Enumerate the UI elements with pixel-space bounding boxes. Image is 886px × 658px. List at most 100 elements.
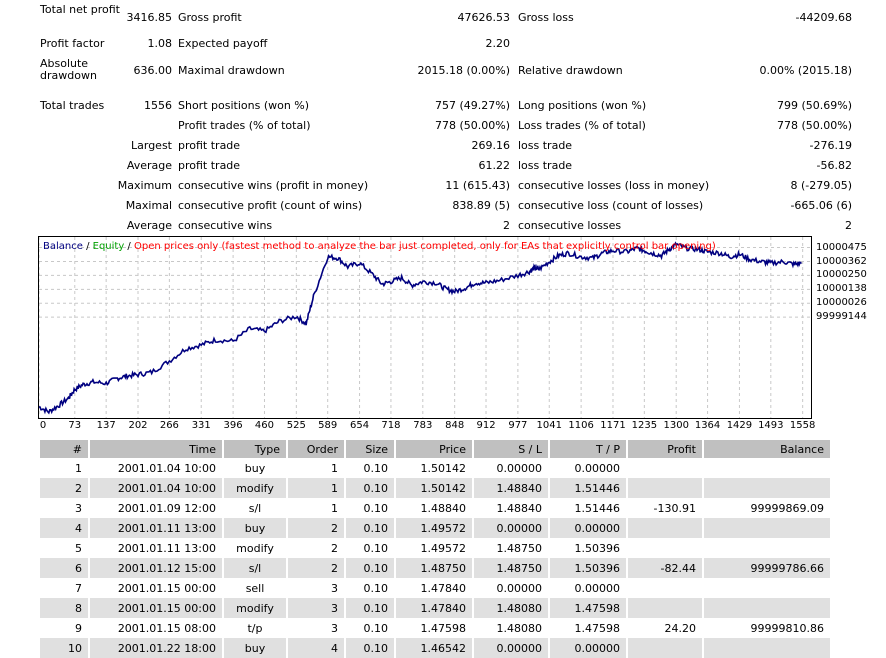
cell-order: 3 [331,621,338,635]
col-size-header[interactable]: Size [346,440,394,458]
x-tick-label: 202 [128,420,148,431]
col-number-header[interactable]: # [40,440,88,458]
legend-mode: Open prices only (fastest method to anal… [133,241,716,252]
cell-type: buy [224,638,286,658]
cell-profit: -82.44 [628,558,702,578]
long-positions-value: 799 (50.69%) [776,99,852,112]
cell-type: buy [244,461,266,475]
total-trades-value: 1556 [144,99,172,112]
short-positions-label: Short positions (won %) [178,99,310,112]
average-loss-value: -56.82 [816,159,852,172]
cell-price: 1.49572 [396,518,472,538]
col-time-header[interactable]: Time [90,440,222,458]
cell-balance: 99999810.86 [750,621,824,635]
cell-number: 4 [40,518,88,538]
cell-price: 1.46542 [396,638,472,658]
cell-profit [628,598,702,618]
average2-label: Average [126,219,172,232]
cell-price: 1.50142 [396,478,472,498]
cell-balance: 99999786.66 [704,558,830,578]
gross-loss-value: -44209.68 [795,11,852,24]
col-price-header[interactable]: Price [396,440,472,458]
cell-sl: 1.48080 [474,598,548,618]
col-sl-header[interactable]: S / L [474,440,548,458]
cell-profit [628,458,702,478]
cell-time: 2001.01.22 18:00 [90,638,222,658]
col-tp-header[interactable]: T / P [550,440,626,458]
cell-size: 0.10 [346,598,394,618]
cell-number: 8 [40,598,88,618]
gross-profit-label: Gross profit [178,11,242,24]
cell-type: modify [224,478,286,498]
cell-tp: 1.51446 [574,501,621,515]
table-row[interactable]: 1 2001.01.04 10:00 buy 1 0.10 1.50142 0.00000 0… [40,458,830,478]
cell-profit: -130.91 [653,501,696,515]
table-row[interactable]: 10 2001.01.22 18:00 buy 4 0.10 1.46542 0.00000… [40,638,830,658]
cell-price: 1.48840 [420,501,467,515]
cell-number: 3 [75,501,82,515]
cell-sl: 1.48750 [496,541,543,555]
cell-profit [628,538,702,558]
relative-drawdown-value: 0.00% (2015.18) [759,64,852,77]
total-trades-label: Total trades [40,99,105,112]
table-row[interactable]: 5 2001.01.11 13:00 modify 2 0.10 1.49572 1.487… [40,538,830,558]
x-tick-label: 396 [223,420,243,431]
table-row[interactable]: 9 2001.01.15 08:00 t/p 3 0.10 1.47598 1.48080 1… [40,618,830,638]
cell-number: 6 [40,558,88,578]
cell-tp: 0.00000 [550,518,626,538]
cell-price: 1.47840 [420,581,467,595]
x-tick-label: 783 [413,420,433,431]
loss-trades-label: Loss trades (% of total) [518,119,646,132]
col-order-header[interactable]: Order [288,440,344,458]
table-row[interactable]: 7 2001.01.15 00:00 sell 3 0.10 1.47840 0.00000… [40,578,830,598]
legend-equity: Equity [92,241,125,252]
x-tick-label: 654 [350,420,370,431]
cell-balance [704,638,830,658]
max-cons-losses-value: 8 (-279.05) [790,179,852,192]
y-tick-label: 10000362 [816,255,867,267]
col-profit-header[interactable]: Profit [628,440,702,458]
y-tick-label: 10000475 [816,241,867,253]
average-loss-label: loss trade [518,159,573,172]
profit-trades-value: 778 (50.00%) [434,119,510,132]
average-label: Average [126,159,172,172]
table-row[interactable]: 2 2001.01.04 10:00 modify 1 0.10 1.50142 1.488… [40,478,830,498]
gross-loss-label: Gross loss [518,11,574,24]
profit-factor-label: Profit factor [40,37,105,50]
cell-tp: 0.00000 [550,638,626,658]
maximal-cons-loss-label: consecutive loss (count of losses) [518,199,704,212]
maximum-label: Maximum [117,179,172,192]
cell-tp: 0.00000 [574,581,621,595]
cell-number: 9 [75,621,82,635]
largest-label: Largest [131,139,172,152]
x-tick-label: 0 [39,420,47,431]
cell-size: 0.10 [363,621,389,635]
x-tick-label: 1171 [600,420,626,431]
cell-size: 0.10 [363,541,389,555]
cell-tp: 1.51446 [550,478,626,498]
x-tick-label: 1493 [758,420,784,431]
table-row[interactable]: 3 2001.01.09 12:00 s/l 1 0.10 1.48840 1.48840 1… [40,498,830,518]
cell-time: 2001.01.15 00:00 [90,598,222,618]
x-tick-label: 1300 [663,420,689,431]
maximal-label: Maximal [125,199,172,212]
x-tick-label: 1041 [536,420,562,431]
table-row[interactable]: 4 2001.01.11 13:00 buy 2 0.10 1.49572 0.00000 0… [40,518,830,538]
chart-legend: Balance / Equity / Open prices only (fas… [43,241,716,253]
max-cons-losses-label: consecutive losses (loss in money) [518,179,710,192]
cell-type: modify [224,598,286,618]
cell-sl: 0.00000 [496,461,543,475]
cell-order: 3 [288,598,344,618]
cell-price: 1.49572 [420,541,467,555]
x-tick-label: 1235 [631,420,658,431]
table-row[interactable]: 8 2001.01.15 00:00 modify 3 0.10 1.47840 1.480… [40,598,830,618]
cell-size: 0.10 [346,558,394,578]
cell-order: 2 [288,558,344,578]
col-type-header[interactable]: Type [224,440,286,458]
cell-profit [628,518,702,538]
cell-tp: 1.47598 [574,621,621,635]
col-balance-header[interactable]: Balance [704,440,830,458]
cell-order: 2 [288,518,344,538]
table-row[interactable]: 6 2001.01.12 15:00 s/l 2 0.10 1.48750 1.48750 1… [40,558,830,578]
cell-size: 0.10 [363,461,389,475]
